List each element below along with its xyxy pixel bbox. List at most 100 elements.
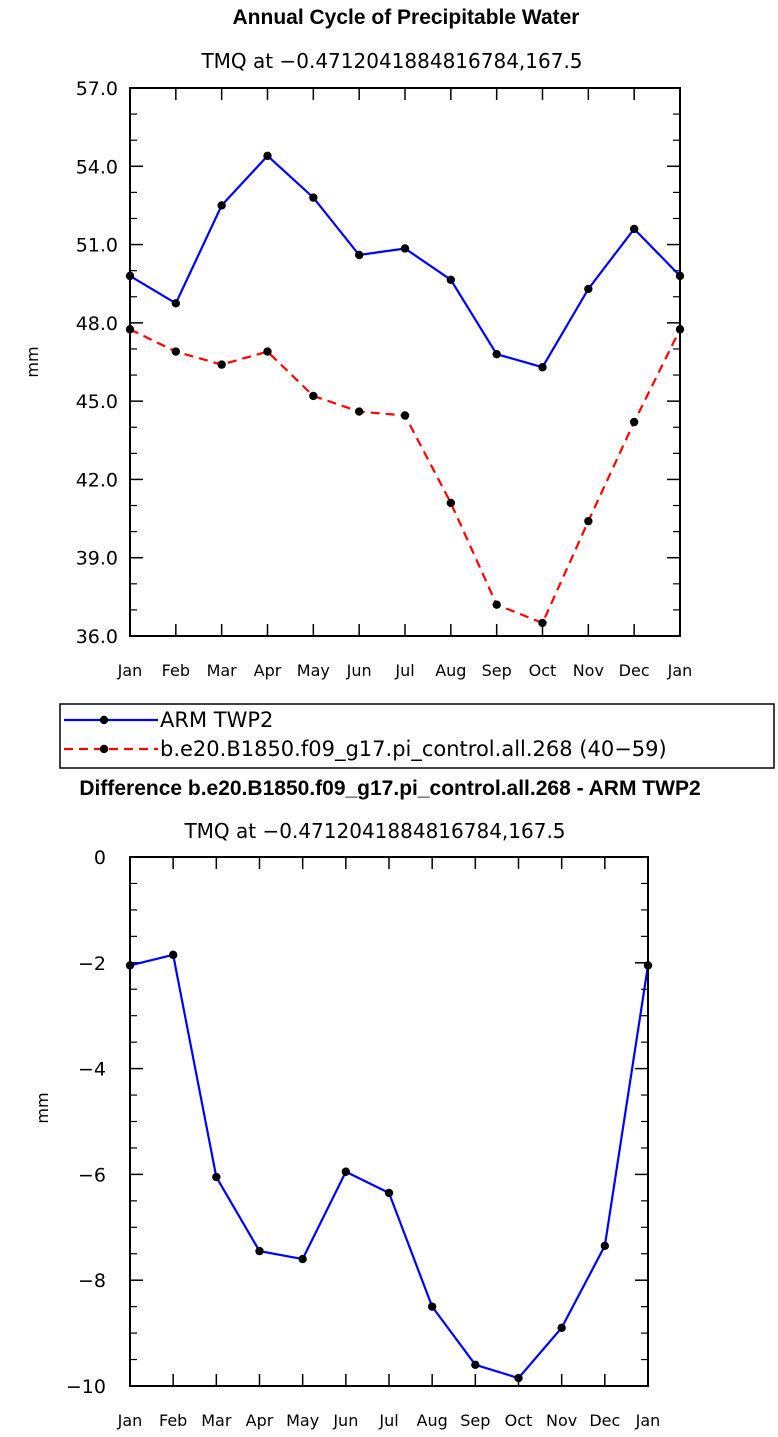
chart1-title: Annual Cycle of Precipitable Water	[233, 6, 580, 29]
chart2-x-tick-label: Nov	[546, 1411, 577, 1430]
chart1-series-line-1	[129, 328, 681, 625]
chart1-x-tick-label: Oct	[529, 661, 557, 680]
chart2-series-0-point	[600, 1241, 610, 1251]
chart1-series-0-point	[538, 363, 547, 372]
chart1-series-1-point	[309, 391, 318, 401]
legend-box	[59, 703, 775, 769]
chart2-series-0-point	[341, 1167, 351, 1176]
chart1-x-tick-label: Jul	[394, 661, 414, 680]
chart2-x-tick-label: Feb	[159, 1411, 187, 1430]
chart1-x-tick-label: Jan	[667, 661, 693, 680]
chart1-x-tick-label: Nov	[573, 661, 604, 680]
chart2-x-tick-label: Oct	[505, 1411, 533, 1430]
chart2-plot-frame	[129, 856, 649, 1387]
chart1-series-line-0	[129, 154, 681, 369]
chart1-x-tick-labels: Jan Feb Mar Apr May Jun Jul Aug Sep Oct Nov Dec Jan	[117, 661, 693, 680]
chart1-y-tick-label: 57.0	[76, 78, 118, 100]
chart2-x-tick-label: May	[286, 1411, 319, 1430]
chart2-x-tick-label: Jan	[635, 1411, 661, 1430]
chart1-y-tick-label: 42.0	[76, 469, 118, 491]
chart1-series-0-point	[584, 284, 593, 294]
chart1-series-1-point	[400, 411, 410, 420]
chart1-y-tick-label: 45.0	[76, 391, 118, 413]
chart1-series-1-point	[263, 347, 272, 356]
chart2-x-tick-label: Sep	[460, 1411, 490, 1430]
chart1-y-tick-labels: 36.0 39.0 42.0 45.0 48.0 51.0 54.0 57.0	[76, 78, 118, 648]
annual-cycle-chart: Annual Cycle of Precipitable Water TMQ a…	[23, 6, 692, 680]
chart1-plot-frame	[129, 87, 681, 637]
chart1-series-1-point	[217, 360, 226, 369]
chart2-x-tick-label: Jan	[117, 1411, 143, 1430]
chart1-series-1-point	[492, 600, 501, 609]
chart1-x-tick-label: May	[297, 661, 330, 680]
chart1-series-1-point	[446, 498, 456, 508]
chart2-x-tick-label: Aug	[417, 1411, 448, 1430]
chart2-x-tick-label: Mar	[201, 1411, 232, 1430]
legend-label-1: b.e20.B1850.f09_g17.pi_control.all.268 (…	[160, 737, 667, 762]
chart1-legend: ARM TWP2 b.e20.B1850.f09_g17.pi_control.a…	[59, 703, 775, 769]
chart1-series-0-point	[263, 151, 272, 161]
chart2-series-0-point	[384, 1188, 394, 1198]
chart1-y-tick-label: 51.0	[76, 235, 118, 257]
chart1-x-tick-label: Sep	[482, 661, 512, 680]
chart1-series-0-point	[446, 275, 456, 284]
chart2-title: Difference b.e20.B1850.f09_g17.pi_contro…	[79, 777, 700, 800]
chart1-ticks	[129, 87, 681, 637]
chart1-y-tick-label: 36.0	[76, 626, 118, 648]
chart2-x-tick-label: Jun	[332, 1411, 358, 1430]
chart1-y-tick-label: 39.0	[76, 548, 118, 570]
chart2-ticks	[129, 856, 649, 1387]
chart2-y-tick-label: −4	[78, 1059, 106, 1081]
chart2-series-0-point	[298, 1254, 307, 1264]
chart2-y-tick-label: −8	[78, 1270, 106, 1292]
chart1-x-tick-label: Jan	[117, 661, 143, 680]
chart2-x-tick-label: Dec	[589, 1411, 620, 1430]
chart1-series-0-point	[492, 349, 501, 359]
chart1-series-1-point	[354, 407, 364, 416]
chart2-y-tick-label: 0	[94, 847, 106, 869]
chart1-series-group	[125, 151, 685, 628]
chart1-series-0-point	[400, 244, 410, 253]
chart1-x-tick-label: Feb	[162, 661, 190, 680]
chart2-x-tick-label: Apr	[246, 1411, 274, 1430]
chart2-subtitle: TMQ at −0.4712041884816784,167.5	[183, 819, 565, 843]
chart1-series-1-point	[629, 417, 639, 427]
chart1-y-tick-label: 54.0	[76, 156, 118, 178]
chart2-y-tick-labels: −10 −8 −6 −4 −2 0	[66, 847, 106, 1398]
legend-marker-1	[99, 744, 109, 754]
chart1-series-0-point	[629, 224, 639, 234]
chart2-series-0-point	[212, 1172, 221, 1182]
chart2-x-tick-labels: Jan Feb Mar Apr May Jun Jul Aug Sep Oct Nov Dec Jan	[117, 1411, 661, 1430]
difference-chart: Difference b.e20.B1850.f09_g17.pi_contro…	[33, 777, 701, 1430]
chart2-series-0-point	[255, 1246, 264, 1256]
chart2-series-0-point	[427, 1302, 437, 1311]
chart1-series-0-point	[309, 193, 318, 202]
chart1-x-tick-label: Dec	[619, 661, 650, 680]
chart2-series-line-0	[129, 953, 650, 1380]
chart1-series-1-point	[171, 347, 181, 356]
chart1-series-1-point	[584, 516, 593, 526]
chart1-x-tick-label: Jun	[346, 661, 372, 680]
chart2-y-tick-label: −10	[66, 1376, 106, 1398]
chart2-series-0-point	[471, 1360, 480, 1370]
chart1-y-tick-label: 48.0	[76, 313, 118, 335]
chart2-y-tick-label: −2	[78, 953, 106, 975]
chart1-series-0-point	[217, 201, 226, 210]
chart1-series-0-point	[171, 299, 181, 308]
chart2-x-tick-label: Jul	[378, 1411, 398, 1430]
legend-marker-0	[99, 715, 109, 725]
chart1-y-axis-label: mm	[23, 346, 42, 377]
chart2-series-0-point	[168, 950, 178, 960]
chart1-x-tick-label: Aug	[435, 661, 466, 680]
chart1-series-1-point	[538, 618, 547, 628]
chart2-series-0-point	[557, 1323, 566, 1333]
chart1-series-0-point	[354, 250, 364, 260]
chart2-y-axis-label: mm	[33, 1092, 52, 1123]
legend-label-0: ARM TWP2	[160, 708, 273, 732]
chart2-series-0-point	[514, 1373, 523, 1383]
chart1-x-tick-label: Apr	[254, 661, 282, 680]
chart1-subtitle: TMQ at −0.4712041884816784,167.5	[200, 49, 582, 73]
chart2-series-group	[125, 950, 653, 1383]
chart2-y-tick-label: −6	[78, 1164, 106, 1186]
